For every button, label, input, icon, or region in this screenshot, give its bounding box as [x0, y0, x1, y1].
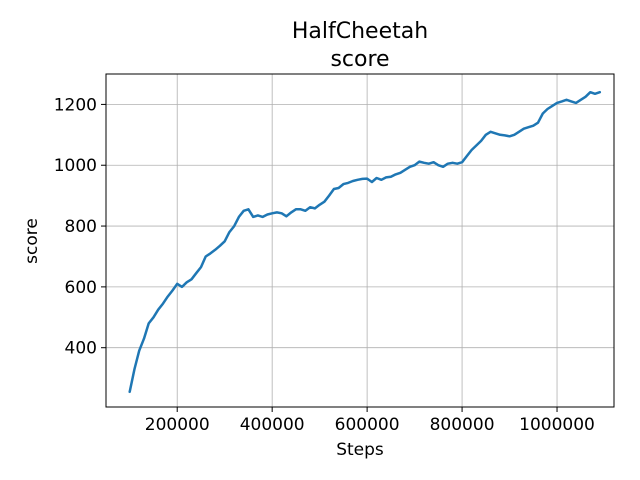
y-axis-label: score: [22, 218, 42, 264]
axis-ticks: 200000 400000 600000 800000 1000000 400 600 800…: [54, 95, 595, 435]
y-tick-label: 800: [65, 217, 97, 237]
chart-title: HalfCheetah: [292, 19, 428, 44]
x-tick-label: 400000: [240, 415, 305, 435]
y-tick-label: 1000: [54, 156, 97, 176]
x-tick-label: 800000: [430, 415, 495, 435]
x-tick-label: 1000000: [519, 415, 595, 435]
grid-lines: [106, 74, 614, 407]
x-axis-label: Steps: [336, 440, 384, 460]
plot-frame: [105, 73, 615, 408]
score-series-line: [128, 90, 602, 394]
chart-subtitle: score: [330, 47, 389, 72]
y-tick-label: 400: [65, 339, 97, 359]
series-group: [128, 90, 602, 394]
x-tick-label: 200000: [145, 415, 210, 435]
y-tick-label: 600: [65, 278, 97, 298]
x-tick-label: 600000: [335, 415, 400, 435]
y-tick-label: 1200: [54, 95, 97, 115]
